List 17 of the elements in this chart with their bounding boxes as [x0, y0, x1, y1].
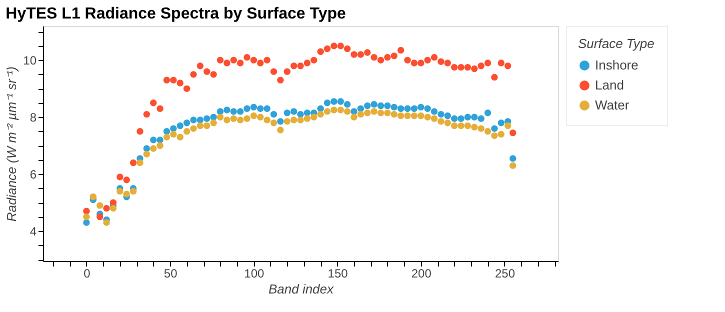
y-tick-label: 4: [30, 224, 37, 239]
y-tick-label: 10: [23, 54, 37, 68]
y-tick-label: 6: [30, 168, 37, 182]
y-tick-label: 8: [30, 110, 37, 125]
legend-title: Surface Type: [578, 36, 654, 51]
x-tick-label: 250: [494, 266, 516, 280]
x-tick-label: 0: [84, 266, 91, 280]
x-tick-label: 200: [411, 266, 432, 280]
legend-label: Inshore: [595, 58, 638, 72]
x-tick-label: 50: [164, 266, 178, 280]
chart-title: HyTES L1 Radiance Spectra by Surface Type: [6, 6, 346, 22]
x-axis-title: Band index: [268, 282, 334, 296]
y-axis-title: Radiance (W m⁻² µm⁻¹ sr⁻¹): [4, 66, 20, 222]
legend-label: Water: [595, 98, 630, 112]
x-tick-label: 100: [244, 266, 265, 280]
legend-label: Land: [595, 78, 624, 92]
x-tick-label: 150: [328, 266, 348, 280]
